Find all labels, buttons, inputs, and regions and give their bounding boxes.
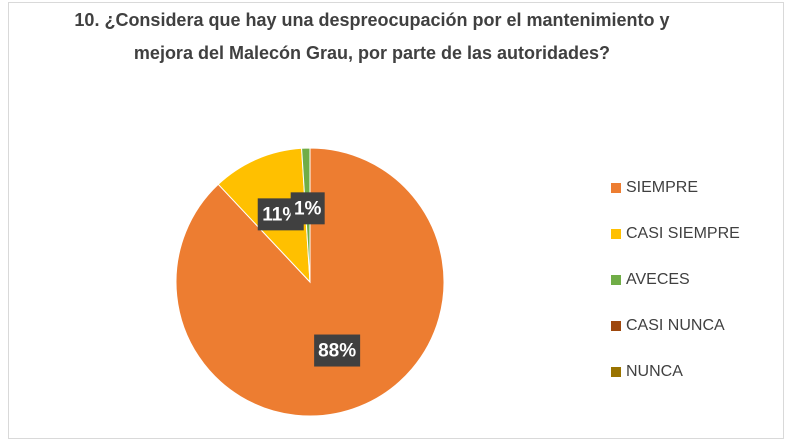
legend-swatch: [611, 275, 621, 285]
legend-label: SIEMPRE: [626, 179, 698, 196]
data-label: 1%: [294, 198, 322, 219]
chart-title: 10. ¿Considera que hay una despreocupaci…: [74, 10, 670, 63]
legend-label: NUNCA: [626, 363, 683, 380]
legend-swatch: [611, 229, 621, 239]
legend-swatch: [611, 321, 621, 331]
legend-label: AVECES: [626, 271, 690, 288]
legend-swatch: [611, 367, 621, 377]
data-label: 11%: [262, 204, 299, 225]
data-label: 88%: [318, 341, 356, 362]
legend-label: CASI SIEMPRE: [626, 225, 740, 242]
legend-label: CASI NUNCA: [626, 317, 725, 334]
data-label-box: [314, 334, 361, 367]
data-label-box: [290, 192, 325, 225]
legend-swatch: [611, 183, 621, 193]
